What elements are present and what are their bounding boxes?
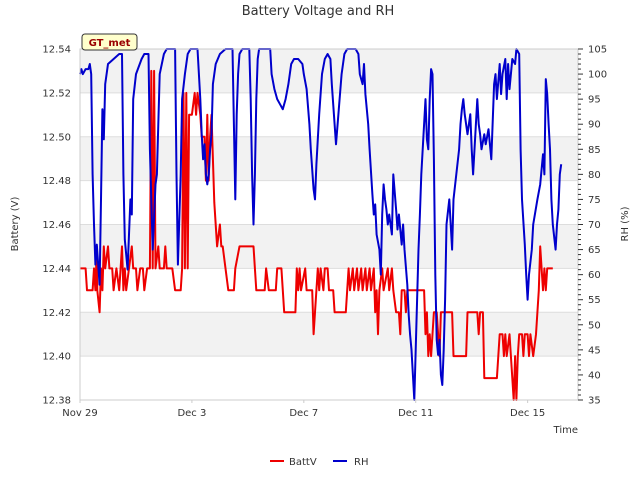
plot-band <box>80 92 578 137</box>
series-line-battv <box>80 69 553 401</box>
y-left-tick-label: 12.50 <box>42 132 71 143</box>
legend-item-battv: BattV <box>270 457 317 468</box>
y-right-tick-label: 80 <box>588 170 601 181</box>
y-right-tick-label: 60 <box>588 270 601 281</box>
y-right-tick-label: 105 <box>588 45 607 56</box>
station-badge-box <box>81 33 138 51</box>
plot-band <box>80 224 578 269</box>
x-tick-label: Dec 15 <box>510 408 545 419</box>
x-tick-label: Dec 11 <box>398 408 433 419</box>
y-left-tick-label: 12.38 <box>42 396 71 407</box>
y-right-tick-label: 45 <box>588 345 601 356</box>
y-left-tick-label: 12.48 <box>42 176 71 187</box>
x-axis-label: Time <box>553 425 578 436</box>
plot-band <box>80 356 578 400</box>
y-right-tick-label: 75 <box>588 195 601 206</box>
y-left-tick-label: 12.52 <box>42 88 71 99</box>
y-right-tick-label: 90 <box>588 120 601 131</box>
x-tick-label: Dec 3 <box>177 408 206 419</box>
plot-background-bands <box>80 49 578 400</box>
y-right-tick-label: 95 <box>588 95 601 106</box>
y-right-tick-label: 70 <box>588 220 601 231</box>
legend-item-rh: RH <box>333 457 368 468</box>
y-right-tick-label: 40 <box>588 370 601 381</box>
legend: BattV RH <box>270 457 368 468</box>
legend-label-rh: RH <box>354 457 368 468</box>
plot-band <box>80 180 578 225</box>
legend-label-battv: BattV <box>289 457 317 468</box>
y-axis-right-label: RH (%) <box>620 206 631 241</box>
plot-band <box>80 312 578 357</box>
y-left-tick-label: 12.46 <box>42 220 71 231</box>
y-left-tick-label: 12.54 <box>42 45 71 56</box>
y-right-tick-label: 50 <box>588 320 601 331</box>
chart-title: Battery Voltage and RH <box>242 4 395 19</box>
y-left-tick-label: 12.42 <box>42 308 71 319</box>
y-right-tick-label: 55 <box>588 295 601 306</box>
station-badge-label: GT_met <box>89 38 131 49</box>
y-left-tick-label: 12.44 <box>42 264 71 275</box>
axes: 12.38 12.40 12.42 12.44 12.46 12.48 12.50 12.52… <box>42 45 607 420</box>
x-tick-label: Dec 7 <box>289 408 318 419</box>
y-left-tick-label: 12.40 <box>42 352 71 363</box>
y-right-tick-label: 65 <box>588 245 601 256</box>
x-tick-label: Nov 29 <box>62 408 97 419</box>
y-axis-left-label: Battery (V) <box>10 196 21 251</box>
plot-band <box>80 136 578 181</box>
y-right-tick-label: 100 <box>588 70 607 81</box>
y-right-tick-label: 85 <box>588 145 601 156</box>
station-badge: GT_met <box>81 33 138 51</box>
y-right-tick-label: 35 <box>588 396 601 407</box>
